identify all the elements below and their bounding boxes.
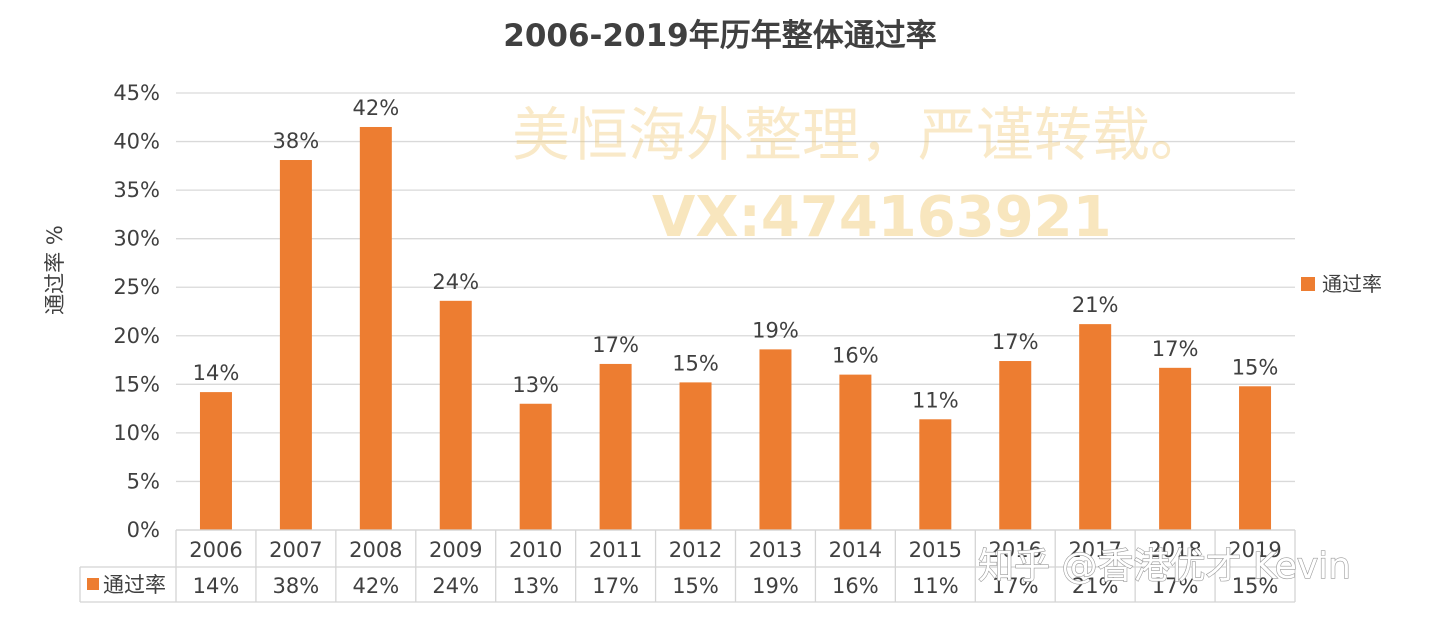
x-tick-label: 2016	[989, 538, 1042, 562]
bar-2012	[679, 382, 712, 530]
watermark-contact: VX:474163921	[652, 185, 1112, 250]
data-label: 17%	[1152, 337, 1199, 361]
y-axis-label: 通过率 %	[43, 225, 67, 315]
x-tick-label: 2008	[349, 538, 402, 562]
table-cell: 11%	[912, 574, 959, 598]
data-label: 19%	[752, 318, 799, 342]
x-tick-label: 2015	[909, 538, 962, 562]
bar-2007	[279, 160, 312, 531]
table-cell: 17%	[1152, 574, 1199, 598]
y-tick-label: 0%	[127, 518, 160, 542]
chart-title: 2006-2019年历年整体通过率	[503, 18, 936, 54]
y-tick-label: 45%	[113, 81, 160, 105]
table-cell: 16%	[832, 574, 879, 598]
table-series-label: 通过率	[103, 573, 166, 597]
data-label: 24%	[432, 270, 479, 294]
bar-2013	[759, 349, 792, 530]
credit-watermark: 知乎 @香港优才 Kevin	[978, 546, 1351, 587]
x-tick-label: 2013	[749, 538, 802, 562]
x-tick-label: 2010	[509, 538, 562, 562]
bar-2011	[599, 363, 632, 530]
legend: 通过率	[1301, 272, 1382, 296]
bar-2010	[519, 403, 552, 530]
x-tick-label: 2018	[1148, 538, 1201, 562]
table-cell: 38%	[273, 574, 320, 598]
x-tick-label: 2014	[829, 538, 882, 562]
bar-2008	[359, 126, 392, 530]
y-tick-label: 35%	[113, 178, 160, 202]
table-cell: 15%	[1232, 574, 1279, 598]
bar-2016	[999, 361, 1032, 530]
legend-swatch	[1301, 277, 1315, 291]
x-tick-label: 2009	[429, 538, 482, 562]
x-tick-label: 2017	[1068, 538, 1121, 562]
table-cell: 42%	[352, 574, 399, 598]
data-label: 13%	[512, 373, 559, 397]
data-label: 11%	[912, 388, 959, 412]
bar-2018	[1159, 367, 1192, 530]
bar-2006	[199, 392, 232, 530]
data-labels: 14% 38% 42% 24% 13% 17% 15% 19% 16% 11% 17% 21% 17% 1…	[193, 96, 1279, 412]
data-label: 15%	[1232, 355, 1279, 379]
x-tick-label: 2011	[589, 538, 642, 562]
table-cell: 19%	[752, 574, 799, 598]
bar-2019	[1239, 386, 1272, 530]
x-tick-label: 2012	[669, 538, 722, 562]
data-table: 2006 14% 2007 38% 2008 42% 2009 24% 2010 13% 2011 1…	[79, 529, 1296, 603]
data-label: 21%	[1072, 293, 1119, 317]
data-label: 17%	[592, 333, 639, 357]
bar-2014	[839, 374, 872, 530]
y-tick-label: 20%	[113, 324, 160, 348]
table-cell: 14%	[193, 574, 240, 598]
table-cell: 17%	[592, 574, 639, 598]
y-tick-label: 25%	[113, 275, 160, 299]
table-cell: 15%	[672, 574, 719, 598]
y-tick-label: 15%	[113, 372, 160, 396]
data-label: 17%	[992, 330, 1039, 354]
data-label: 38%	[273, 129, 320, 153]
legend-label: 通过率	[1322, 272, 1382, 296]
data-label: 15%	[672, 351, 719, 375]
x-tick-label: 2019	[1228, 538, 1281, 562]
x-tick-label: 2006	[189, 538, 242, 562]
bar-2017	[1079, 324, 1112, 530]
table-cell: 24%	[432, 574, 479, 598]
watermark-text: 美恒海外整理，严谨转载。	[512, 101, 1208, 169]
bar-2009	[439, 300, 472, 530]
bars	[199, 126, 1272, 531]
data-label: 16%	[832, 344, 879, 368]
table-cell: 13%	[512, 574, 559, 598]
y-tick-label: 30%	[113, 227, 160, 251]
y-tick-label: 40%	[113, 130, 160, 154]
data-label: 42%	[352, 96, 399, 120]
y-tick-label: 5%	[127, 469, 160, 493]
y-tick-label: 10%	[113, 421, 160, 445]
x-tick-label: 2007	[269, 538, 322, 562]
table-cell: 17%	[992, 574, 1039, 598]
bar-2015	[919, 419, 952, 530]
table-cell: 21%	[1072, 574, 1119, 598]
data-label: 14%	[193, 361, 240, 385]
table-legend-swatch	[87, 578, 99, 590]
y-tick-labels: 0% 5% 10% 15% 20% 25% 30% 35% 40% 45%	[113, 81, 160, 542]
